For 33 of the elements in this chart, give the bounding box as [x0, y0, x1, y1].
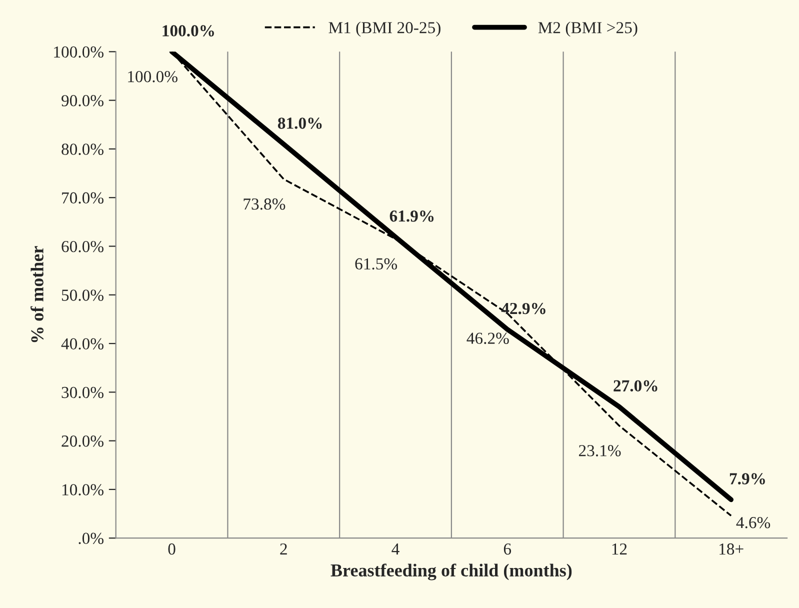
x-tick-label: 12: [612, 543, 627, 555]
data-label: 46.2%: [466, 332, 509, 344]
legend-label: M1 (BMI 20-25): [328, 22, 440, 37]
x-axis-title: Breastfeeding of child (months): [330, 564, 572, 580]
data-label: 73.8%: [244, 198, 286, 210]
y-tick-label: .0%: [78, 532, 104, 544]
data-label: 61.9%: [390, 210, 434, 222]
y-tick-label: 70.0%: [62, 192, 104, 204]
data-label: 100.0%: [128, 70, 178, 82]
y-tick-label: 80.0%: [62, 144, 104, 155]
y-tick-label: 60.0%: [62, 240, 104, 252]
x-tick-label: 6: [504, 543, 512, 555]
data-label: 27.0%: [614, 380, 658, 392]
data-label: 4.6%: [736, 516, 770, 528]
y-axis-title: % of mother: [30, 246, 44, 342]
data-label: 23.1%: [578, 445, 621, 456]
y-tick-label: 50.0%: [62, 290, 104, 301]
x-tick-label: 18+: [720, 543, 744, 555]
y-tick-label: 90.0%: [62, 95, 104, 106]
y-tick-label: 10.0%: [62, 484, 104, 496]
x-tick-label: 4: [392, 544, 400, 555]
data-label: 7.9%: [730, 473, 765, 484]
data-label: 61.5%: [355, 258, 398, 270]
data-label: 100.0%: [162, 25, 214, 36]
data-label: 42.9%: [501, 302, 546, 314]
x-tick-label: 2: [280, 543, 287, 555]
x-tick-label: 0: [168, 543, 176, 555]
y-tick-label: 30.0%: [62, 386, 104, 398]
data-label: 81.0%: [278, 118, 322, 129]
y-tick-label: 100.0%: [54, 46, 104, 58]
y-tick-label: 40.0%: [61, 338, 104, 350]
y-tick-label: 20.0%: [62, 436, 104, 447]
legend-label: M2 (BMI >25): [538, 22, 638, 37]
